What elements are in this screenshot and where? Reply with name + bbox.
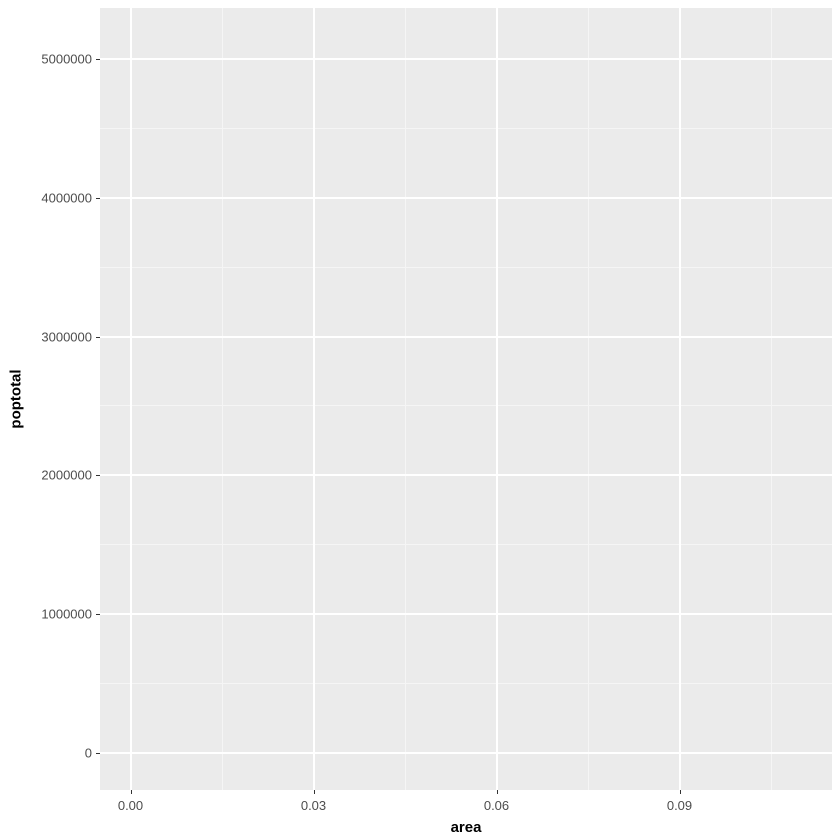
- minor-gridline-horizontal: [100, 128, 832, 129]
- y-tick-mark: [96, 475, 100, 476]
- major-gridline-horizontal: [100, 474, 832, 476]
- major-gridline-horizontal: [100, 197, 832, 199]
- major-gridline-horizontal: [100, 613, 832, 615]
- minor-gridline-horizontal: [100, 683, 832, 684]
- y-tick-label: 5000000: [41, 52, 92, 67]
- major-gridline-vertical: [313, 8, 315, 790]
- y-tick-label: 0: [85, 745, 92, 760]
- major-gridline-horizontal: [100, 752, 832, 754]
- minor-gridline-horizontal: [100, 267, 832, 268]
- major-gridline-horizontal: [100, 336, 832, 338]
- y-tick-mark: [96, 753, 100, 754]
- y-tick-mark: [96, 337, 100, 338]
- x-tick-mark: [497, 790, 498, 794]
- x-tick-mark: [314, 790, 315, 794]
- y-tick-mark: [96, 614, 100, 615]
- y-axis-title: poptotal: [8, 369, 25, 428]
- minor-gridline-horizontal: [100, 544, 832, 545]
- x-tick-mark: [680, 790, 681, 794]
- x-tick-label: 0.03: [301, 798, 326, 813]
- major-gridline-vertical: [130, 8, 132, 790]
- x-tick-label: 0.06: [484, 798, 509, 813]
- major-gridline-horizontal: [100, 58, 832, 60]
- y-tick-mark: [96, 59, 100, 60]
- minor-gridline-vertical: [405, 8, 406, 790]
- minor-gridline-vertical: [588, 8, 589, 790]
- minor-gridline-horizontal: [100, 405, 832, 406]
- major-gridline-vertical: [679, 8, 681, 790]
- major-gridline-vertical: [496, 8, 498, 790]
- x-tick-label: 0.09: [667, 798, 692, 813]
- minor-gridline-vertical: [771, 8, 772, 790]
- x-tick-mark: [131, 790, 132, 794]
- plot-panel: [100, 8, 832, 790]
- x-tick-label: 0.00: [118, 798, 143, 813]
- x-axis-title: area: [451, 819, 482, 836]
- y-tick-label: 1000000: [41, 606, 92, 621]
- minor-gridline-vertical: [222, 8, 223, 790]
- y-tick-label: 3000000: [41, 329, 92, 344]
- y-tick-label: 4000000: [41, 190, 92, 205]
- y-tick-mark: [96, 198, 100, 199]
- y-tick-label: 2000000: [41, 468, 92, 483]
- chart-container: 0 1000000 2000000 3000000 4000000 5000000 0.0…: [0, 0, 840, 840]
